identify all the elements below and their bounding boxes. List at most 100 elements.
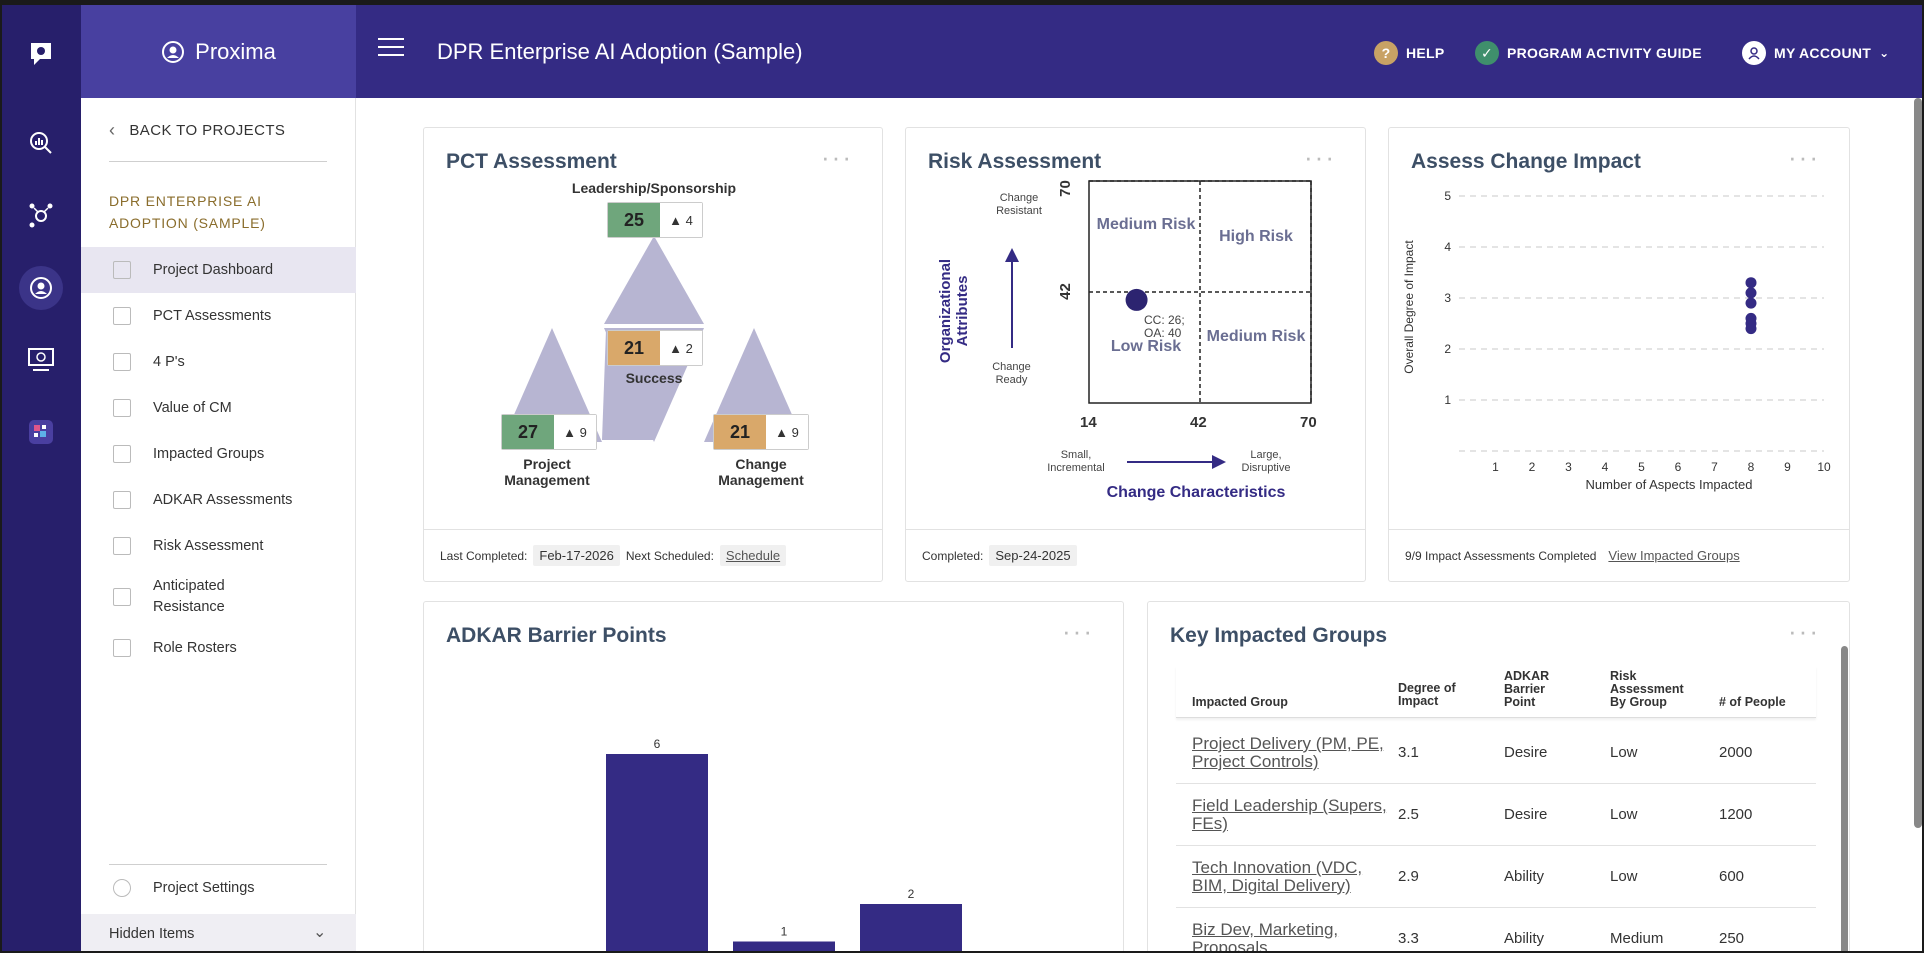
completed-label: Completed: [922, 548, 984, 563]
adkar-bar-chart: 06120 [606, 737, 962, 951]
risk-cell: Low [1610, 744, 1638, 761]
y-axis-title: Organizational Attributes [937, 258, 971, 364]
quadrant-bottom-left: Low Risk [1110, 338, 1182, 355]
sidebar-item-impacted-groups[interactable]: Impacted Groups [81, 431, 356, 477]
view-impacted-groups-link[interactable]: View Impacted Groups [1608, 548, 1740, 563]
triangle-right [704, 328, 804, 442]
integration-app-icon[interactable] [19, 410, 63, 454]
score-value: 21 [608, 331, 660, 365]
x-tick-label: 10 [1817, 460, 1831, 474]
sidebar-item-value-of-cm[interactable]: Value of CM [81, 385, 356, 431]
more-options-icon[interactable]: ··· [1788, 616, 1820, 646]
next-scheduled-label: Next Scheduled: [625, 548, 714, 563]
x-tick-70: 70 [1300, 414, 1317, 431]
sidebar-item-role-rosters[interactable]: Role Rosters [81, 625, 356, 671]
y-arrow-head [1005, 248, 1019, 262]
quadrant-top-right: High Risk [1219, 228, 1293, 245]
pct-center-label: Success [625, 370, 683, 386]
analytics-icon[interactable] [19, 121, 63, 165]
x-tick-14: 14 [1080, 414, 1097, 431]
percent-box-icon [113, 353, 131, 371]
people-cell: 1200 [1719, 806, 1753, 823]
pct-top-score[interactable]: 25 ▲ 4 [607, 202, 703, 238]
my-account-label: MY ACCOUNT [1774, 45, 1872, 61]
project-person-icon[interactable] [19, 266, 63, 310]
sidebar-item-label: Risk Assessment [153, 537, 264, 554]
divider [109, 864, 327, 865]
program-guide-link[interactable]: ✓ PROGRAM ACTIVITY GUIDE [1475, 41, 1702, 65]
sidebar-item-label: Role Rosters [153, 639, 237, 656]
back-label: BACK TO PROJECTS [129, 122, 286, 139]
triangle-left [502, 328, 602, 442]
page-scrollbar[interactable] [1914, 98, 1922, 828]
sidebar-item-4ps[interactable]: 4 P's [81, 339, 356, 385]
table-row: Field Leadership (Supers, FEs) 2.5 Desir… [1176, 784, 1816, 846]
my-account-menu[interactable]: MY ACCOUNT ⌄ [1742, 41, 1889, 65]
sidebar-item-project-settings[interactable]: Project Settings [81, 865, 356, 911]
x-tick-42: 42 [1190, 414, 1207, 431]
table-row: Tech Innovation (VDC, BIM, Digital Deliv… [1176, 846, 1816, 908]
triangle-top [604, 236, 704, 324]
people-cell: 250 [1719, 930, 1745, 947]
network-icon[interactable] [19, 193, 63, 237]
pct-left-score[interactable]: 27 ▲ 9 [501, 414, 597, 450]
menu-toggle-icon[interactable] [378, 38, 404, 60]
cubes-icon [113, 491, 131, 509]
pct-center-score[interactable]: 21 ▲ 2 [607, 330, 703, 366]
delta-value: 9 [791, 424, 799, 440]
sidebar-item-risk-assessment[interactable]: Risk Assessment [81, 523, 356, 569]
sidebar-item-anticipated-resistance[interactable]: Anticipated Resistance [81, 569, 356, 625]
y-tick-label: 3 [1444, 291, 1451, 305]
score-delta: ▲ 9 [554, 415, 596, 449]
y-tick-label: 1 [1444, 393, 1451, 407]
barrier-cell: Desire [1504, 806, 1548, 823]
group-link[interactable]: Field Leadership (Supers, FEs) [1192, 796, 1387, 833]
score-delta: ▲ 4 [660, 203, 702, 237]
page-title: DPR Enterprise AI Adoption (Sample) [437, 39, 803, 64]
sidebar-item-label: Project Dashboard [153, 261, 274, 278]
x-axis-title: Number of Aspects Impacted [1585, 477, 1753, 492]
training-board-icon[interactable] [19, 338, 63, 382]
delta-value: 2 [685, 340, 693, 356]
schedule-link[interactable]: Schedule [719, 545, 787, 566]
sidebar-item-pct-assessments[interactable]: PCT Assessments [81, 293, 356, 339]
x-tick-label: 2 [1529, 460, 1536, 474]
last-completed-label: Last Completed: [440, 548, 528, 563]
impact-scatter-chart: 1 2 3 4 5 1 2 3 4 5 6 7 8 9 10 [1444, 189, 1831, 474]
risk-point [1125, 288, 1148, 311]
sidebar-item-adkar-assessments[interactable]: ADKAR Assessments [81, 477, 356, 523]
sidebar-item-project-dashboard[interactable]: Project Dashboard [81, 247, 356, 293]
pct-right-score[interactable]: 21 ▲ 9 [713, 414, 809, 450]
check-icon: ✓ [1475, 41, 1499, 65]
small-incremental-label: Small, Incremental [1047, 449, 1105, 474]
back-to-projects-link[interactable]: ‹ BACK TO PROJECTS [109, 120, 285, 141]
matrix-border [1088, 180, 1312, 404]
x-tick-label: 3 [1565, 460, 1572, 474]
y-tick-label: 5 [1444, 189, 1451, 203]
point-label-cc: CC: 26; [1144, 313, 1185, 327]
group-link[interactable]: Project Delivery (PM, PE, Project Contro… [1192, 734, 1384, 771]
large-disruptive-label: Large, Disruptive [1241, 449, 1291, 474]
help-link[interactable]: ? HELP [1374, 41, 1445, 65]
adkar-barrier-card: ADKAR Barrier Points ··· 06120 [423, 601, 1124, 951]
pct-right-label: Change Management [718, 456, 804, 488]
brand[interactable]: Proxima [81, 5, 356, 98]
brand-person-icon [162, 40, 185, 63]
more-options-icon[interactable]: ··· [1788, 142, 1820, 172]
sidebar-item-label: Anticipated Resistance [153, 578, 225, 615]
table-scrollbar[interactable] [1841, 646, 1848, 951]
sidebar-item-label: ADKAR Assessments [153, 491, 293, 508]
group-link[interactable]: Tech Innovation (VDC, BIM, Digital Deliv… [1192, 858, 1363, 895]
flag-chart-icon [113, 399, 131, 417]
header-barrier: ADKAR Barrier Point [1504, 669, 1550, 709]
table-row: Project Delivery (PM, PE, Project Contro… [1176, 722, 1816, 784]
account-avatar-icon [1742, 41, 1766, 65]
data-point [1745, 277, 1757, 289]
sidebar-item-label: 4 P's [153, 353, 185, 370]
pct-top-label: Leadership/Sponsorship [571, 180, 737, 196]
hidden-items-toggle[interactable]: Hidden Items ⌄ [81, 914, 356, 951]
delta-value: 4 [685, 212, 693, 228]
app-logo-icon[interactable] [19, 33, 63, 77]
risk-assessment-card: Risk Assessment ··· Medium Risk High Ris… [905, 127, 1366, 582]
group-link[interactable]: Biz Dev, Marketing, Proposals [1192, 920, 1339, 953]
